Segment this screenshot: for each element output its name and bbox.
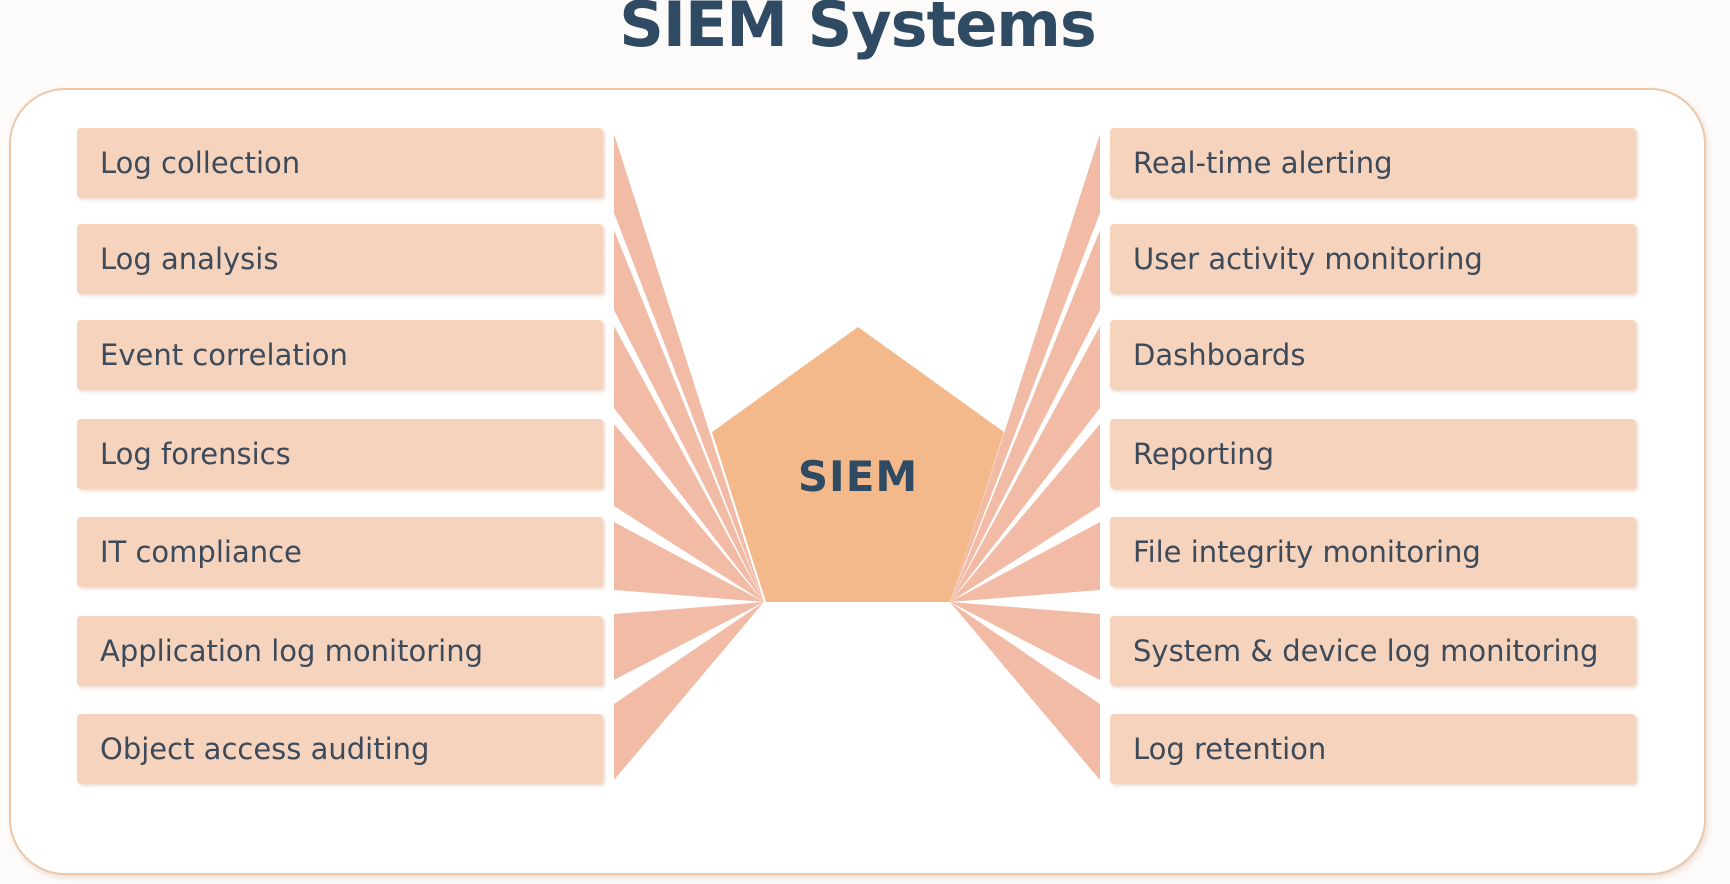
feature-box-left-6: Application log monitoring: [77, 616, 603, 686]
feature-box-right-2: User activity monitoring: [1110, 224, 1636, 294]
feature-box-left-4: Log forensics: [77, 419, 603, 489]
feature-box-right-5: File integrity monitoring: [1110, 517, 1636, 587]
ray-right-7: [950, 602, 1100, 780]
ray-right-6: [950, 602, 1100, 680]
ray-right-2: [950, 230, 1100, 602]
ray-right-5: [950, 522, 1100, 602]
ray-left-2: [614, 230, 764, 602]
ray-left-7: [614, 602, 764, 780]
right-rays: [950, 134, 1100, 780]
feature-box-left-1: Log collection: [77, 128, 603, 198]
feature-box-right-3: Dashboards: [1110, 320, 1636, 390]
ray-right-1: [950, 134, 1100, 602]
ray-left-1: [614, 134, 764, 602]
left-rays: [614, 134, 764, 780]
feature-box-left-2: Log analysis: [77, 224, 603, 294]
ray-right-3: [950, 326, 1100, 602]
siem-pentagon: [712, 327, 1004, 602]
feature-box-left-7: Object access auditing: [77, 714, 603, 784]
ray-left-6: [614, 602, 764, 680]
ray-left-4: [614, 424, 764, 602]
feature-box-right-6: System & device log monitoring: [1110, 616, 1636, 686]
feature-box-right-7: Log retention: [1110, 714, 1636, 784]
ray-left-5: [614, 522, 764, 602]
feature-box-left-3: Event correlation: [77, 320, 603, 390]
feature-box-right-1: Real-time alerting: [1110, 128, 1636, 198]
page-title: SIEM Systems: [619, 0, 1097, 61]
ray-left-3: [614, 326, 764, 602]
siem-center-label: SIEM: [797, 452, 919, 501]
feature-box-left-5: IT compliance: [77, 517, 603, 587]
ray-right-4: [950, 424, 1100, 602]
feature-box-right-4: Reporting: [1110, 419, 1636, 489]
